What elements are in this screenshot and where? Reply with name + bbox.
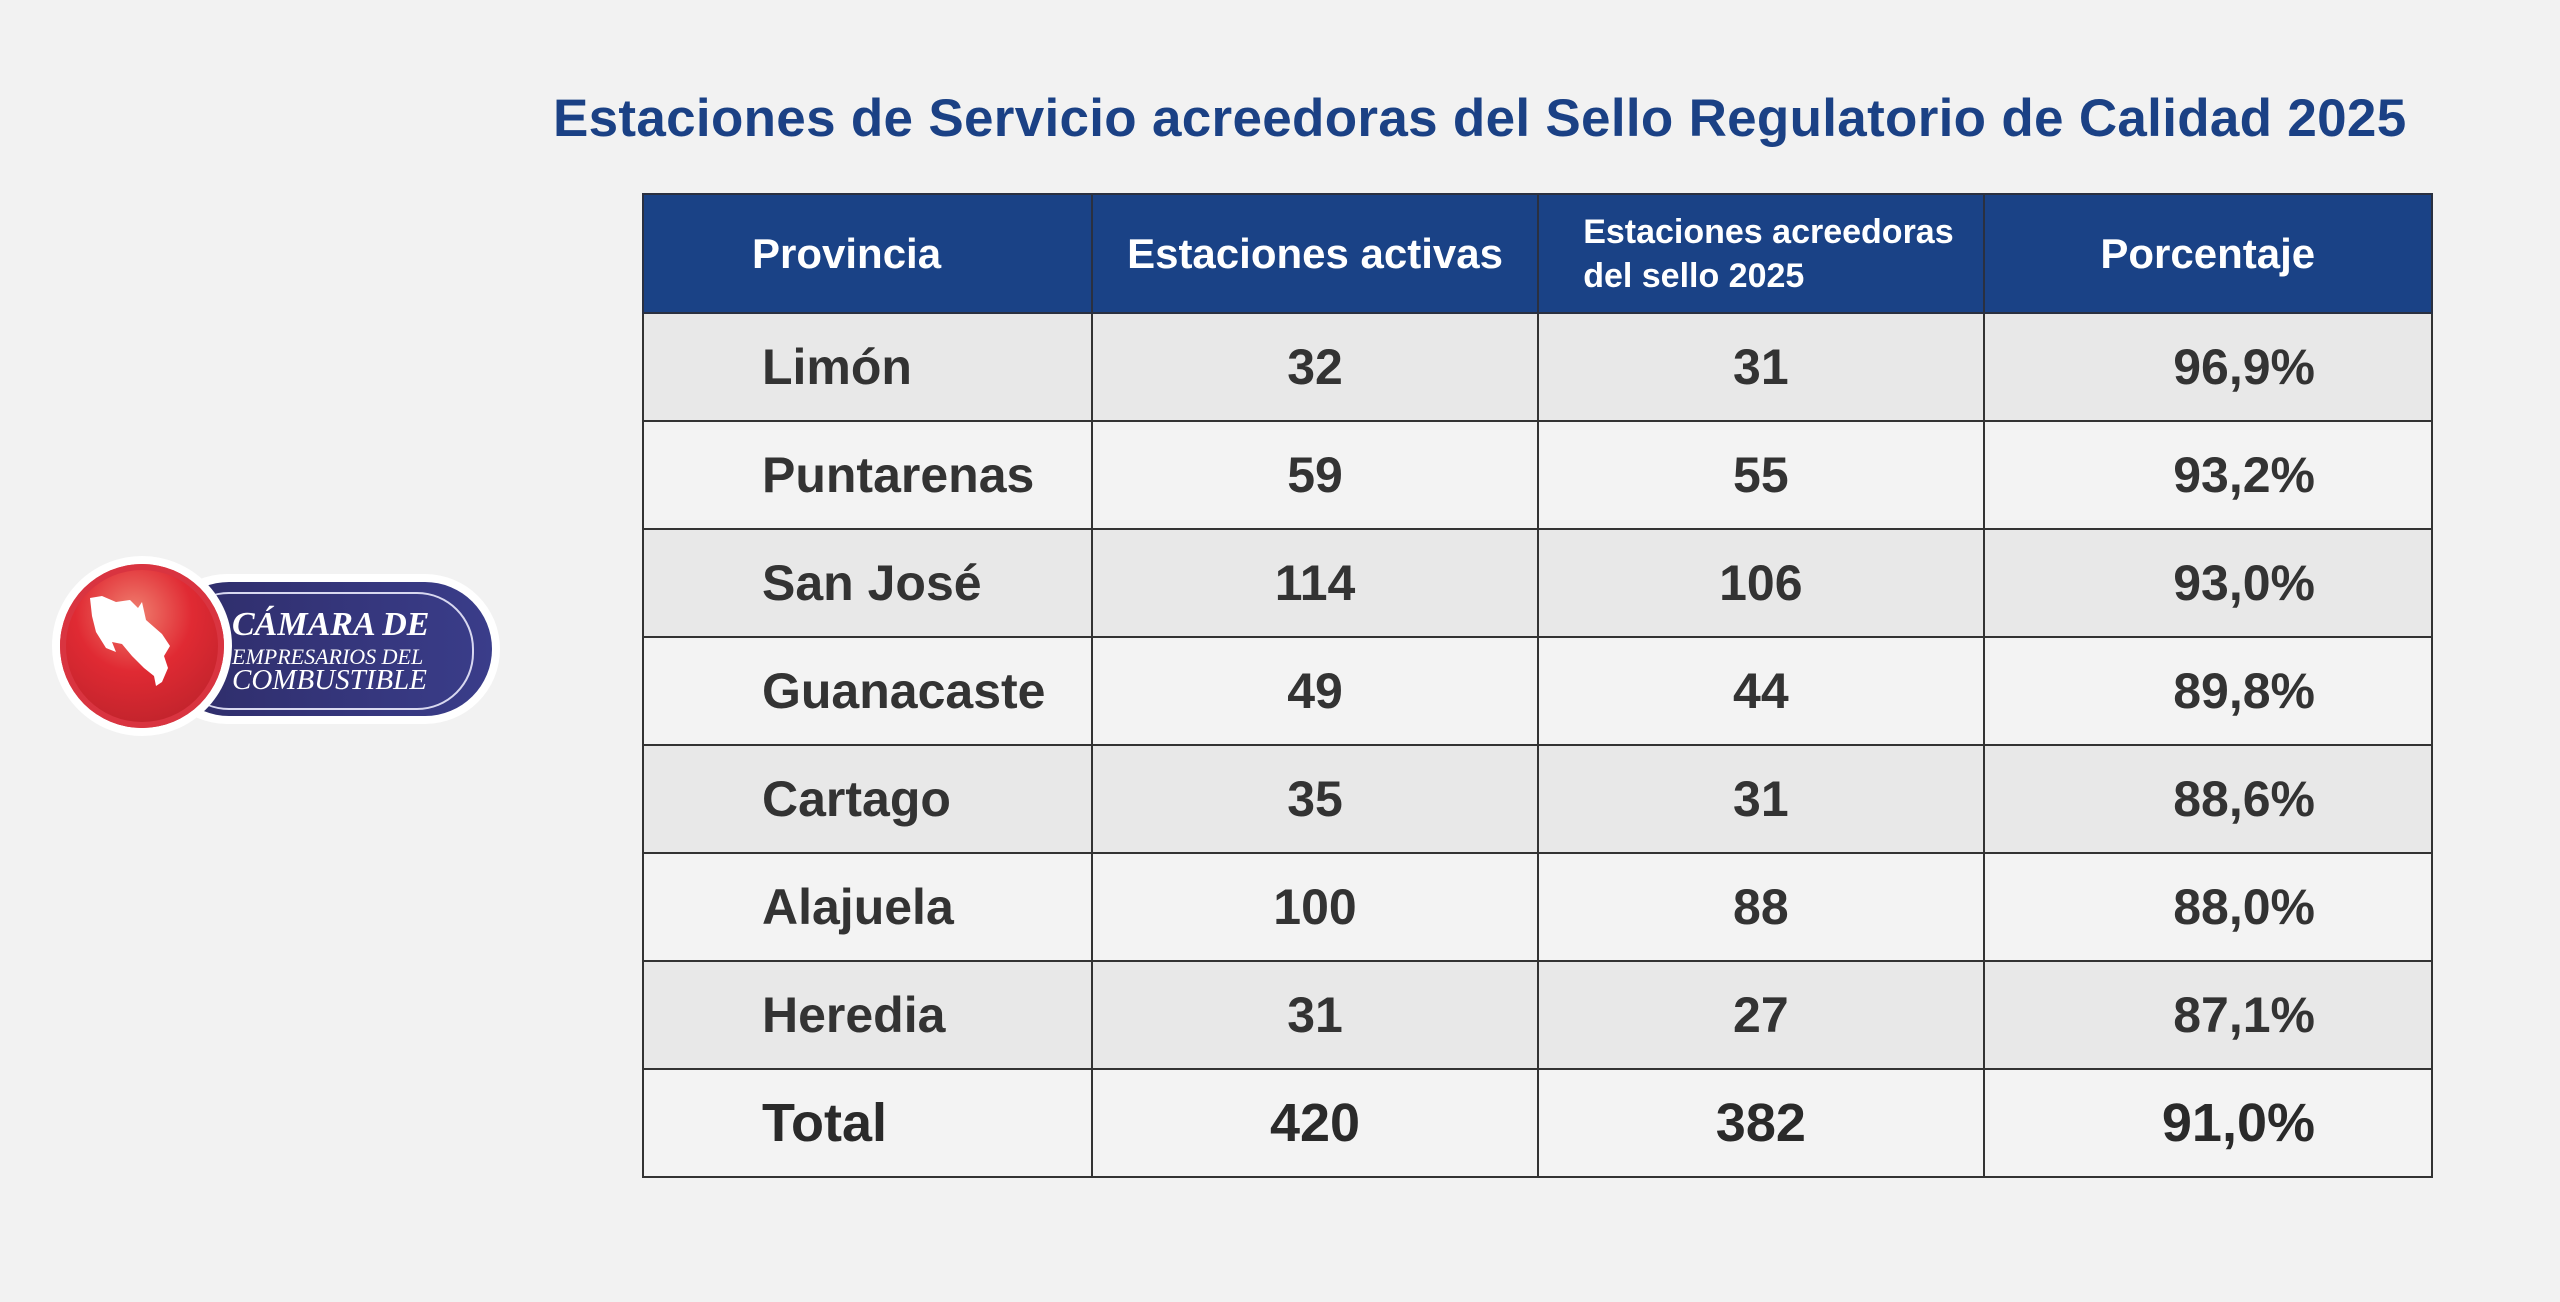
table-row: Limón 32 31 96,9% — [642, 312, 2434, 422]
cell-activas: 32 — [1090, 312, 1540, 422]
header-acreedoras: Estaciones acreedoras del sello 2025 — [1537, 193, 1985, 314]
table-header: Provincia Estaciones activas Estaciones … — [642, 193, 2434, 314]
logo-line-1: CÁMARA DE — [232, 606, 430, 643]
table-row: San José 114 106 93,0% — [642, 528, 2434, 638]
cell-acreedoras: 55 — [1537, 420, 1985, 530]
table-row: Cartago 35 31 88,6% — [642, 744, 2434, 854]
logo-line-3: COMBUSTIBLE — [232, 664, 427, 696]
cell-provincia: Heredia — [642, 960, 1093, 1070]
cell-provincia: Cartago — [642, 744, 1093, 854]
total-porcentaje: 91,0% — [1982, 1068, 2434, 1178]
cell-acreedoras: 88 — [1537, 852, 1985, 962]
logo-pill-line — [172, 592, 474, 710]
cell-acreedoras: 27 — [1537, 960, 1985, 1070]
cell-activas: 59 — [1090, 420, 1540, 530]
cell-porcentaje: 89,8% — [1982, 636, 2434, 746]
total-activas: 420 — [1090, 1068, 1540, 1178]
cell-porcentaje: 88,0% — [1982, 852, 2434, 962]
table-row: Guanacaste 49 44 89,8% — [642, 636, 2434, 746]
cell-acreedoras: 31 — [1537, 744, 1985, 854]
header-porcentaje: Porcentaje — [1982, 193, 2434, 314]
total-label: Total — [642, 1068, 1093, 1178]
cell-porcentaje: 87,1% — [1982, 960, 2434, 1070]
stations-table: Provincia Estaciones activas Estaciones … — [642, 193, 2434, 1178]
cell-provincia: Guanacaste — [642, 636, 1093, 746]
cell-acreedoras: 106 — [1537, 528, 1985, 638]
cell-activas: 49 — [1090, 636, 1540, 746]
cell-acreedoras: 31 — [1537, 312, 1985, 422]
cell-activas: 31 — [1090, 960, 1540, 1070]
cell-porcentaje: 93,0% — [1982, 528, 2434, 638]
cell-provincia: Puntarenas — [642, 420, 1093, 530]
cell-porcentaje: 96,9% — [1982, 312, 2434, 422]
table-row: Heredia 31 27 87,1% — [642, 960, 2434, 1070]
cell-activas: 114 — [1090, 528, 1540, 638]
logo-line-2: EMPRESARIOS DEL — [232, 644, 424, 669]
cell-provincia: Limón — [642, 312, 1093, 422]
cell-porcentaje: 93,2% — [1982, 420, 2434, 530]
header-acreedoras-line1: Estaciones acreedoras — [1583, 212, 1954, 251]
header-provincia: Provincia — [642, 193, 1093, 314]
page-title: Estaciones de Servicio acreedoras del Se… — [553, 89, 2407, 148]
header-activas: Estaciones activas — [1090, 193, 1540, 314]
table-row: Puntarenas 59 55 93,2% — [642, 420, 2434, 530]
header-acreedoras-line2: del sello 2025 — [1583, 256, 1805, 295]
cell-activas: 35 — [1090, 744, 1540, 854]
total-row: Total 420 382 91,0% — [642, 1068, 2434, 1178]
cell-acreedoras: 44 — [1537, 636, 1985, 746]
cell-provincia: Alajuela — [642, 852, 1093, 962]
camara-logo: CÁMARA DE EMPRESARIOS DEL COMBUSTIBLE — [52, 556, 502, 741]
cell-porcentaje: 88,6% — [1982, 744, 2434, 854]
table-row: Alajuela 100 88 88,0% — [642, 852, 2434, 962]
cell-provincia: San José — [642, 528, 1093, 638]
cell-activas: 100 — [1090, 852, 1540, 962]
costa-rica-map-icon — [90, 596, 170, 686]
total-acreedoras: 382 — [1537, 1068, 1985, 1178]
